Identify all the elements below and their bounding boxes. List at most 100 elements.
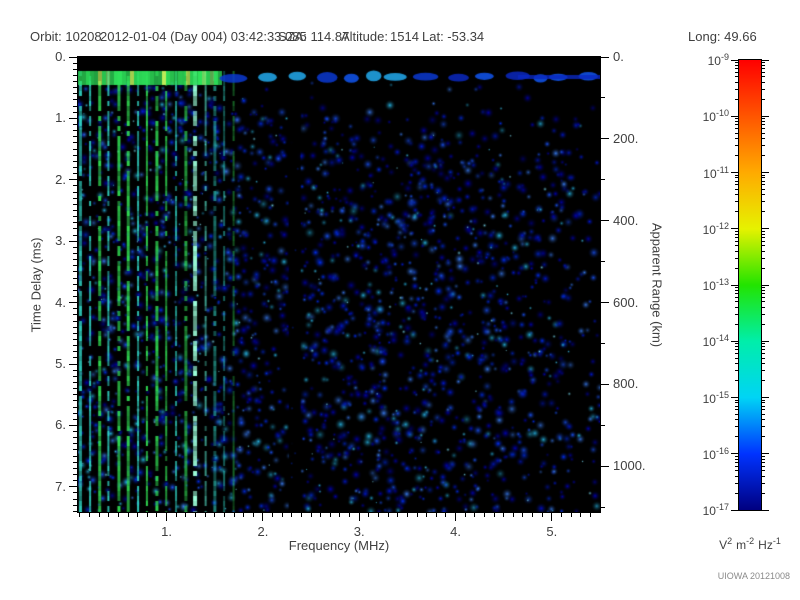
colorbar-minor-tick-right <box>761 323 765 325</box>
x-major-tick <box>262 513 264 521</box>
colorbar-minor-tick-right <box>761 458 765 460</box>
x-minor-tick <box>406 513 408 517</box>
x-minor-tick <box>79 513 81 517</box>
colorbar-minor-tick-right <box>761 289 765 291</box>
y-major-tick <box>69 179 77 181</box>
colorbar-major-tick-left <box>731 284 739 286</box>
y-minor-tick <box>73 197 77 199</box>
x-minor-tick <box>137 513 139 517</box>
colorbar-minor-tick-right <box>761 81 765 83</box>
x-axis-label: Frequency (MHz) <box>288 538 390 553</box>
colorbar-minor-tick-left <box>735 426 739 428</box>
colorbar-minor-tick-left <box>735 293 739 295</box>
y-tick-label: 6. <box>55 417 66 433</box>
colorbar-minor-tick-right <box>761 343 765 345</box>
y-minor-tick <box>73 437 77 439</box>
range-major-tick <box>601 138 609 140</box>
x-major-tick <box>551 513 553 521</box>
colorbar-minor-tick-left <box>735 88 739 90</box>
colorbar-minor-tick-right <box>761 68 765 70</box>
colorbar-tick-label: 10-11 <box>703 164 729 181</box>
colorbar-minor-tick-left <box>735 380 739 382</box>
colorbar-minor-tick-left <box>735 177 739 179</box>
colorbar-minor-tick-right <box>761 118 765 120</box>
x-minor-tick <box>522 513 524 517</box>
colorbar-tick-label: 10-13 <box>702 277 729 293</box>
x-minor-tick <box>474 513 476 517</box>
colorbar-minor-tick-left <box>735 194 739 196</box>
x-minor-tick <box>291 513 293 517</box>
y-minor-tick <box>73 203 77 205</box>
colorbar-minor-tick-left <box>735 174 739 176</box>
y-minor-tick <box>73 320 77 322</box>
colorbar-minor-tick-left <box>735 184 739 186</box>
colorbar-minor-tick-left <box>735 357 739 359</box>
colorbar-unit-part: Hz-1 <box>758 536 781 552</box>
colorbar-major-tick-right <box>761 284 769 286</box>
y-minor-tick <box>73 111 77 113</box>
x-minor-tick <box>252 513 254 517</box>
x-minor-tick <box>580 513 582 517</box>
colorbar-minor-tick-right <box>761 194 765 196</box>
colorbar-minor-tick-right <box>761 370 765 372</box>
colorbar-minor-tick-left <box>735 436 739 438</box>
colorbar-major-tick-right <box>761 59 769 61</box>
range-minor-tick <box>601 424 605 426</box>
colorbar-major-tick-left <box>731 509 739 511</box>
y-major-tick <box>69 240 77 242</box>
colorbar-minor-tick-right <box>761 98 765 100</box>
y-minor-tick <box>73 492 77 494</box>
colorbar-minor-tick-right <box>761 296 765 298</box>
x-minor-tick <box>541 513 543 517</box>
colorbar-minor-tick-left <box>735 343 739 345</box>
colorbar-minor-tick-left <box>735 461 739 463</box>
y-minor-tick <box>73 449 77 451</box>
y-minor-tick <box>73 68 77 70</box>
x-minor-tick <box>310 513 312 517</box>
y-minor-tick <box>73 461 77 463</box>
y-axis-label-left: Time Delay (ms) <box>28 237 44 333</box>
x-minor-tick <box>416 513 418 517</box>
y-minor-tick <box>73 314 77 316</box>
colorbar-minor-tick-left <box>735 492 739 494</box>
colorbar-minor-tick-left <box>735 313 739 315</box>
colorbar-minor-tick-right <box>761 357 765 359</box>
range-tick-label: 1000. <box>613 458 646 474</box>
colorbar-minor-tick-left <box>735 296 739 298</box>
colorbar-major-tick-left <box>731 172 739 173</box>
y-major-tick <box>69 486 77 488</box>
header-altitude-label: Altitude: <box>341 29 388 44</box>
colorbar-minor-tick-left <box>735 455 739 457</box>
colorbar-tick-label: 10-15 <box>702 389 729 406</box>
colorbar-tick-label: 10-17 <box>702 502 729 518</box>
colorbar-major-tick-right <box>761 172 769 173</box>
y-minor-tick <box>73 167 77 169</box>
colorbar-minor-tick-right <box>761 426 765 428</box>
y-minor-tick <box>73 338 77 340</box>
range-major-tick <box>601 56 609 58</box>
y-minor-tick <box>73 480 77 482</box>
colorbar-minor-tick-right <box>761 62 765 64</box>
y-minor-tick <box>73 400 77 402</box>
colorbar-minor-tick-left <box>735 458 739 460</box>
y-major-tick <box>69 117 77 119</box>
y-axis-label-right: Apparent Range (km) <box>649 222 665 348</box>
colorbar-minor-tick-left <box>735 267 739 269</box>
colorbar-minor-tick-left <box>735 402 739 404</box>
y-minor-tick <box>73 222 77 224</box>
header-long: Long: 49.66 <box>688 29 757 44</box>
x-tick-label: 3. <box>353 524 365 539</box>
x-minor-tick <box>368 513 370 517</box>
y-minor-tick <box>73 351 77 353</box>
y-minor-tick <box>73 185 77 187</box>
colorbar-minor-tick-left <box>735 138 739 140</box>
y-minor-tick <box>73 210 77 211</box>
colorbar-units-label: V2 m-2 Hz-1 <box>690 536 800 552</box>
colorbar-minor-tick-right <box>761 349 765 351</box>
range-minor-tick <box>601 343 605 345</box>
x-tick-label: 5. <box>546 524 558 539</box>
colorbar-minor-tick-right <box>761 121 765 123</box>
x-tick-label: 4. <box>450 524 461 539</box>
x-minor-tick <box>589 513 591 517</box>
y-minor-tick <box>73 105 77 107</box>
